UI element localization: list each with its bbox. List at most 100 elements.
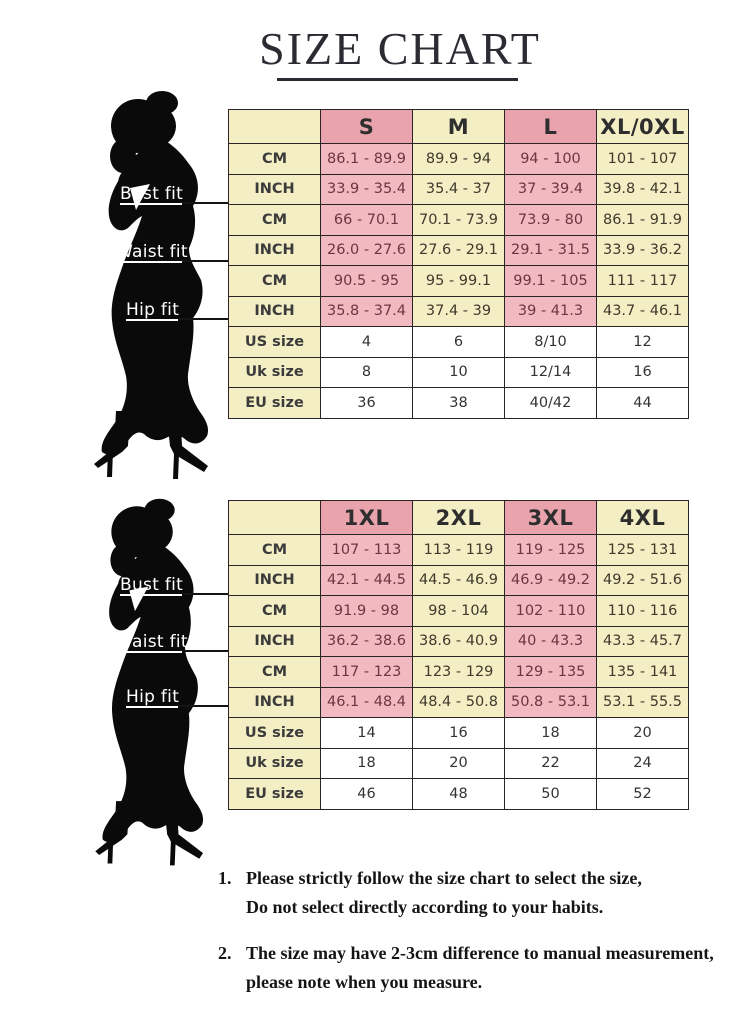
measure-cell: 44.5 - 46.9: [412, 564, 505, 596]
table-row: INCH 26.0 - 27.6 27.6 - 29.1 29.1 - 31.5…: [228, 234, 689, 266]
corner-cell: [228, 109, 321, 144]
table-row: EU size 46 48 50 52: [228, 778, 689, 810]
woman-silhouette: [73, 86, 235, 486]
row-label: US size: [228, 326, 321, 358]
note-line: Please strictly follow the size chart to…: [246, 868, 642, 888]
hip-fit-label: Hip fit: [126, 300, 180, 320]
measure-cell: 129 - 135: [504, 656, 597, 688]
size-col-header: 3XL: [504, 500, 597, 535]
table-row: INCH 33.9 - 35.4 35.4 - 37 37 - 39.4 39.…: [228, 173, 689, 205]
measure-cell: 37.4 - 39: [412, 295, 505, 327]
size-col-header: 4XL: [596, 500, 689, 535]
size-cell: 10: [412, 356, 505, 388]
size-cell: 20: [596, 717, 689, 749]
measure-cell: 26.0 - 27.6: [320, 234, 413, 266]
table-row: CM 90.5 - 95 95 - 99.1 99.1 - 105 111 - …: [228, 265, 689, 297]
table-row: INCH 42.1 - 44.5 44.5 - 46.9 46.9 - 49.2…: [228, 564, 689, 596]
row-label: CM: [228, 656, 321, 688]
row-label: CM: [228, 204, 321, 236]
size-table-regular: S M L XL/0XL CM 86.1 - 89.9 89.9 - 94 94…: [228, 109, 689, 419]
measure-cell: 43.7 - 46.1: [596, 295, 689, 327]
table-header-row: S M L XL/0XL: [228, 109, 689, 144]
waist-connector-line: [182, 260, 228, 262]
row-label: INCH: [228, 295, 321, 327]
waist-connector-line: [182, 650, 228, 652]
bust-underline: [120, 203, 182, 205]
measure-cell: 46.9 - 49.2: [504, 564, 597, 596]
size-cell: 18: [504, 717, 597, 749]
size-cell: 44: [596, 387, 689, 419]
note-item: 1. Please strictly follow the size chart…: [218, 864, 746, 922]
table-row: Uk size 18 20 22 24: [228, 747, 689, 779]
note-line: Do not select directly according to your…: [246, 897, 604, 917]
measure-cell: 101 - 107: [596, 143, 689, 175]
row-label: CM: [228, 265, 321, 297]
measure-cell: 39 - 41.3: [504, 295, 597, 327]
table-row: INCH 46.1 - 48.4 48.4 - 50.8 50.8 - 53.1…: [228, 686, 689, 718]
size-cell: 6: [412, 326, 505, 358]
table-row: CM 91.9 - 98 98 - 104 102 - 110 110 - 11…: [228, 595, 689, 627]
size-cell: 16: [596, 356, 689, 388]
waist-fit-label: Waist fit: [116, 632, 188, 652]
table-row: EU size 36 38 40/42 44: [228, 387, 689, 419]
size-cell: 40/42: [504, 387, 597, 419]
page-title: SIZE CHART: [259, 23, 541, 74]
measure-cell: 35.8 - 37.4: [320, 295, 413, 327]
notes-section: 1. Please strictly follow the size chart…: [218, 864, 746, 1014]
size-cell: 46: [320, 778, 413, 810]
measure-cell: 111 - 117: [596, 265, 689, 297]
row-label: CM: [228, 143, 321, 175]
measure-cell: 48.4 - 50.8: [412, 686, 505, 718]
hip-underline: [126, 706, 178, 708]
measure-cell: 37 - 39.4: [504, 173, 597, 205]
size-cell: 52: [596, 778, 689, 810]
row-label: Uk size: [228, 356, 321, 388]
measure-cell: 123 - 129: [412, 656, 505, 688]
note-line: please note when you measure.: [246, 972, 483, 992]
bust-fit-label: Bust fit: [120, 184, 184, 204]
measure-cell: 29.1 - 31.5: [504, 234, 597, 266]
size-col-header: L: [504, 109, 597, 144]
measure-cell: 86.1 - 89.9: [320, 143, 413, 175]
measure-cell: 98 - 104: [412, 595, 505, 627]
size-cell: 20: [412, 747, 505, 779]
row-label: US size: [228, 717, 321, 749]
measure-cell: 99.1 - 105: [504, 265, 597, 297]
note-number: 1.: [218, 868, 232, 888]
table-row: US size 14 16 18 20: [228, 717, 689, 749]
measure-cell: 39.8 - 42.1: [596, 173, 689, 205]
row-label: Uk size: [228, 747, 321, 779]
measure-cell: 91.9 - 98: [320, 595, 413, 627]
measure-cell: 107 - 113: [320, 534, 413, 566]
measure-cell: 46.1 - 48.4: [320, 686, 413, 718]
measure-cell: 38.6 - 40.9: [412, 625, 505, 657]
row-label: CM: [228, 534, 321, 566]
hip-connector-line: [178, 705, 228, 707]
title-underline: [277, 78, 518, 81]
size-cell: 24: [596, 747, 689, 779]
size-col-header: S: [320, 109, 413, 144]
measure-cell: 66 - 70.1: [320, 204, 413, 236]
size-cell: 14: [320, 717, 413, 749]
bust-underline: [120, 594, 182, 596]
measure-cell: 135 - 141: [596, 656, 689, 688]
size-cell: 50: [504, 778, 597, 810]
size-col-header: XL/0XL: [596, 109, 689, 144]
size-cell: 48: [412, 778, 505, 810]
table-header-row: 1XL 2XL 3XL 4XL: [228, 500, 689, 535]
measure-cell: 43.3 - 45.7: [596, 625, 689, 657]
size-col-header: M: [412, 109, 505, 144]
size-cell: 22: [504, 747, 597, 779]
measure-cell: 110 - 116: [596, 595, 689, 627]
size-cell: 18: [320, 747, 413, 779]
measure-cell: 42.1 - 44.5: [320, 564, 413, 596]
measure-cell: 35.4 - 37: [412, 173, 505, 205]
row-label: INCH: [228, 234, 321, 266]
table-row: CM 117 - 123 123 - 129 129 - 135 135 - 1…: [228, 656, 689, 688]
size-col-header: 2XL: [412, 500, 505, 535]
measure-cell: 73.9 - 80: [504, 204, 597, 236]
measure-cell: 125 - 131: [596, 534, 689, 566]
measure-cell: 27.6 - 29.1: [412, 234, 505, 266]
measure-cell: 102 - 110: [504, 595, 597, 627]
table-row: CM 107 - 113 113 - 119 119 - 125 125 - 1…: [228, 534, 689, 566]
